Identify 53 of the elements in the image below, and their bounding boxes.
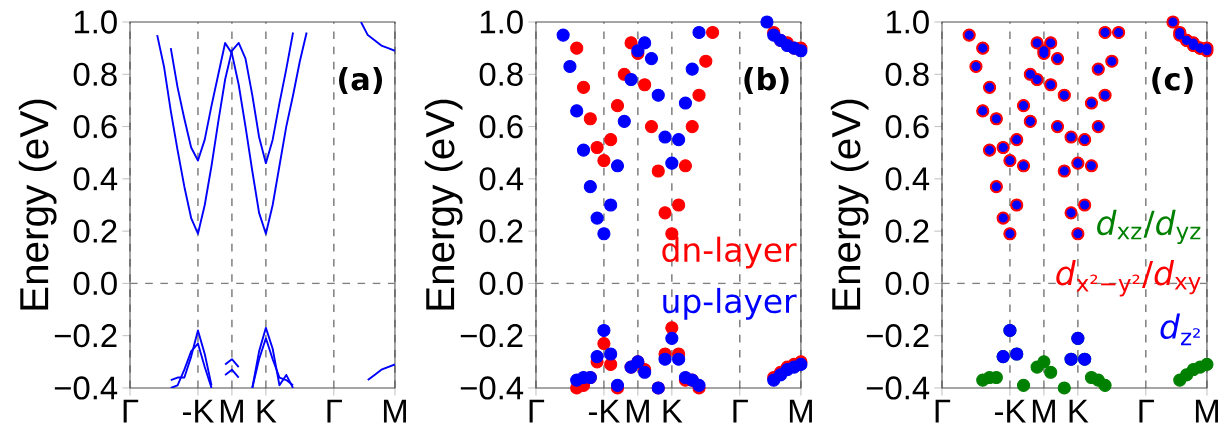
y-tick-label: 1.0: [480, 10, 523, 34]
x-tick-label: M: [789, 399, 812, 423]
y-tick-label: 1.0: [886, 10, 929, 34]
y-tick-label: 0.6: [479, 114, 523, 139]
series-label: dn-layer: [662, 236, 797, 269]
x-tick-label: Γ: [733, 399, 748, 423]
series-label: d$_{x²−y²}$/d$_{xy}$: [1056, 260, 1201, 297]
text: d$_{z²}$: [1160, 313, 1200, 346]
x-tick-label: -K: [994, 399, 1027, 423]
x-tick-label: M: [220, 399, 243, 423]
y-tick-label: −0.2: [866, 324, 929, 348]
y-tick-label: 0.4: [73, 167, 118, 191]
y-tick-label: −0.4: [54, 376, 118, 400]
y-tick-label: 0.0: [73, 271, 117, 296]
x-tick-label: M: [1032, 399, 1055, 423]
text: up-layer: [663, 287, 797, 320]
y-tick-label: 0.2: [479, 219, 523, 243]
y-tick-label: 0.2: [73, 219, 117, 243]
y-axis-title: Energy (eV): [424, 99, 463, 310]
annotation: (b): [744, 67, 789, 95]
x-tick-label: K: [1069, 399, 1089, 423]
y-tick-label: 0.6: [73, 114, 117, 139]
x-tick-label: Γ: [935, 399, 951, 423]
y-tick-label: 0.2: [885, 219, 929, 243]
x-tick-label: M: [626, 399, 649, 423]
x-tick-label: -K: [182, 399, 215, 423]
y-tick-label: 0.8: [885, 62, 929, 86]
y-tick-label: 0.6: [885, 114, 929, 139]
y-tick-label: 0.4: [479, 167, 524, 191]
x-tick-label: Γ: [327, 399, 342, 423]
y-tick-label: −0.4: [866, 376, 930, 400]
y-tick-label: −0.2: [54, 324, 117, 348]
y-tick-label: −0.2: [460, 324, 523, 348]
annotation: (c): [1152, 67, 1193, 95]
y-tick-label: −0.4: [460, 376, 524, 400]
y-tick-label: 0.0: [885, 271, 929, 296]
x-tick-label: M: [383, 399, 406, 423]
x-tick-label: -K: [588, 399, 620, 423]
x-tick-label: K: [663, 399, 683, 423]
y-tick-label: 0.0: [479, 271, 523, 296]
x-tick-label: M: [1195, 399, 1218, 423]
y-axis-title: Energy (eV): [18, 99, 57, 310]
y-tick-label: 0.8: [479, 62, 523, 86]
text: d$_{xz}$/d$_{yz}$: [1097, 209, 1201, 245]
x-tick-label: Γ: [123, 399, 139, 423]
x-tick-label: Γ: [1139, 399, 1154, 423]
x-tick-label: Γ: [529, 399, 545, 423]
annotation: (a): [339, 67, 383, 95]
x-tick-label: K: [257, 399, 277, 423]
y-tick-label: 0.4: [885, 167, 930, 191]
y-tick-label: 0.8: [73, 62, 117, 86]
y-tick-label: 1.0: [74, 10, 117, 34]
y-axis-title: Energy (eV): [830, 99, 869, 310]
